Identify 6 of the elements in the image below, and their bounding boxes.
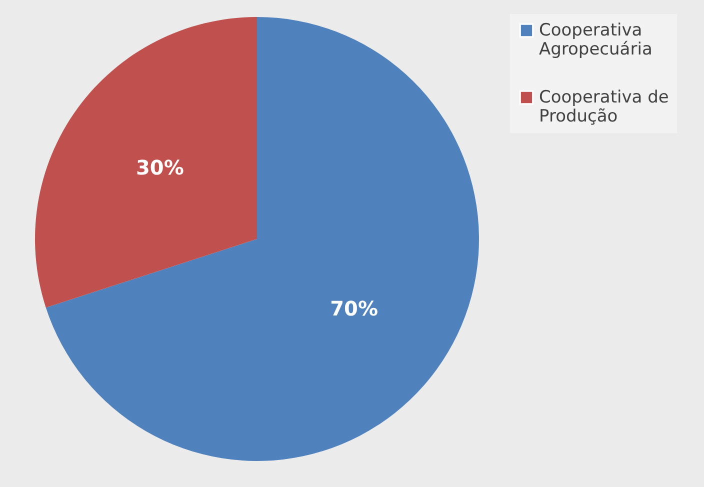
pie-slice — [46, 17, 479, 461]
data-label: 70% — [330, 296, 378, 321]
pie-slice — [35, 17, 257, 308]
data-label: 30% — [136, 155, 184, 180]
legend-label: Cooperativa Agropecuária — [539, 20, 652, 60]
legend-label: Cooperativa de Produção — [539, 88, 669, 126]
